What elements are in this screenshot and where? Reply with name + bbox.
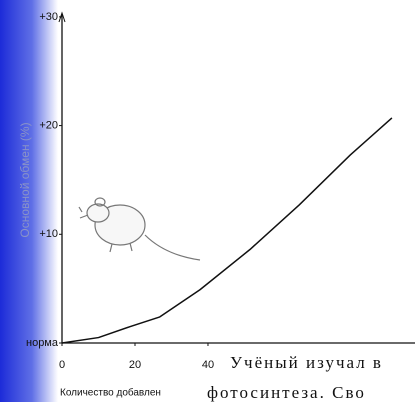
x-tick-label: 40 bbox=[202, 359, 214, 371]
x-tick-label: 0 bbox=[59, 359, 65, 371]
mouse-icon bbox=[78, 197, 201, 261]
y-tick-label: +10 bbox=[39, 228, 58, 240]
y-tick-label: +30 bbox=[39, 11, 58, 23]
y-tick-label: +20 bbox=[39, 119, 58, 131]
y-axis-label: Основной обмен (%) bbox=[18, 122, 32, 237]
overlay-text: Учёный изучал в bbox=[230, 353, 383, 372]
overlay-text: фотосинтеза. Сво bbox=[207, 383, 366, 402]
x-axis-label: Количество добавлен bbox=[60, 387, 161, 399]
x-tick-label: 20 bbox=[129, 359, 141, 371]
y-tick-label: норма bbox=[26, 337, 59, 349]
y-axis-arrow bbox=[58, 11, 66, 23]
data-line bbox=[61, 117, 393, 344]
side-strip bbox=[0, 0, 58, 402]
